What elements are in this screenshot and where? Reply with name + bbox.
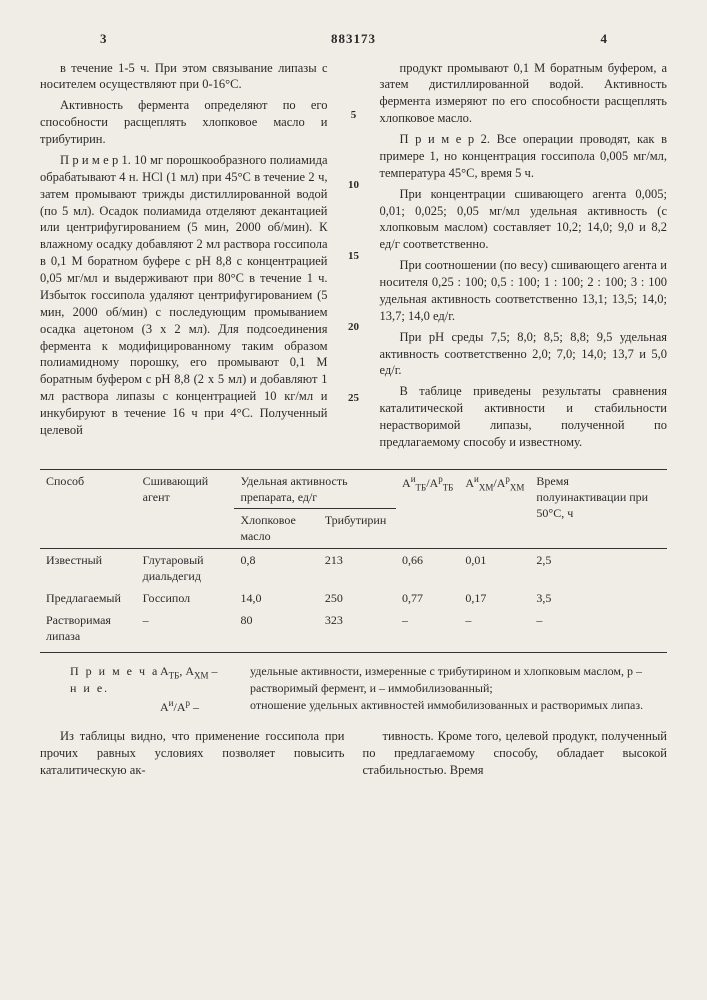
- cell: 80: [234, 609, 318, 653]
- doc-number: 883173: [107, 30, 601, 48]
- foot-left: Из таблицы видно, что применение госсипо…: [40, 728, 345, 779]
- para: При рН среды 7,5; 8,0; 8,5; 8,8; 9,5 уде…: [380, 329, 668, 380]
- th-halflife: Время полуинактивации при 50°С, ч: [530, 469, 667, 548]
- cell: 2,5: [530, 548, 667, 587]
- note-text: удельные активности, измеренные с трибут…: [250, 663, 667, 697]
- note-symbol: AТБ, AХМ –: [160, 663, 250, 697]
- para: в течение 1-5 ч. При этом связывание лип…: [40, 60, 328, 94]
- cell: 0,01: [459, 548, 530, 587]
- th-agent: Сшивающий агент: [137, 469, 235, 548]
- note-symbol: Aи/Aр –: [160, 697, 250, 716]
- note-text: отношение удельных активностей иммобилиз…: [250, 697, 667, 716]
- line-mark: 25: [346, 391, 362, 406]
- para: П р и м е р 1. 10 мг порошкообразного по…: [40, 152, 328, 439]
- cell: Растворимая липаза: [40, 609, 137, 653]
- footer-columns: Из таблицы видно, что применение госсипо…: [40, 728, 667, 779]
- results-table: Способ Сшивающий агент Удельная активнос…: [40, 469, 667, 654]
- th-ratio1: AиТБ/AрТБ: [396, 469, 459, 548]
- table-note: П р и м е ч а н и е. AТБ, AХМ – удельные…: [40, 663, 667, 715]
- th-activity: Удельная активность препарата, ед/г: [234, 469, 396, 508]
- th-ratio2: AиХМ/AрХМ: [459, 469, 530, 548]
- cell: –: [530, 609, 667, 653]
- foot-right: тивность. Кроме того, целевой продукт, п…: [363, 728, 668, 779]
- line-mark: 10: [346, 178, 362, 193]
- cell: 0,17: [459, 587, 530, 609]
- th-sub-oil: Хлопковое масло: [234, 509, 318, 548]
- cell: –: [137, 609, 235, 653]
- cell: 0,77: [396, 587, 459, 609]
- line-mark: 5: [346, 108, 362, 123]
- para: Из таблицы видно, что применение госсипо…: [40, 728, 345, 779]
- cell: 3,5: [530, 587, 667, 609]
- page-right: 4: [601, 30, 608, 48]
- line-number-gutter: 5 10 15 20 25: [346, 60, 362, 455]
- line-mark: 20: [346, 320, 362, 335]
- cell: 250: [319, 587, 396, 609]
- para: При соотношении (по весу) сшивающего аге…: [380, 257, 668, 325]
- para: продукт промывают 0,1 М боратным буфером…: [380, 60, 668, 128]
- cell: 0,8: [234, 548, 318, 587]
- cell: 323: [319, 609, 396, 653]
- left-column: в течение 1-5 ч. При этом связывание лип…: [40, 60, 328, 455]
- th-method: Способ: [40, 469, 137, 548]
- cell: Известный: [40, 548, 137, 587]
- right-column: продукт промывают 0,1 М боратным буфером…: [380, 60, 668, 455]
- cell: Глутаровый диальдегид: [137, 548, 235, 587]
- note-label: П р и м е ч а н и е.: [70, 663, 160, 697]
- cell: Госсипол: [137, 587, 235, 609]
- para: тивность. Кроме того, целевой продукт, п…: [363, 728, 668, 779]
- cell: –: [459, 609, 530, 653]
- page-header: 3 883173 4: [40, 30, 667, 48]
- cell: 213: [319, 548, 396, 587]
- para: В таблице приведены результаты сравнения…: [380, 383, 668, 451]
- cell: Предлагаемый: [40, 587, 137, 609]
- line-mark: 15: [346, 249, 362, 264]
- para: При концентрации сшивающего агента 0,005…: [380, 186, 668, 254]
- cell: –: [396, 609, 459, 653]
- para: Активность фермента определяют по его сп…: [40, 97, 328, 148]
- para: П р и м е р 2. Все операции проводят, ка…: [380, 131, 668, 182]
- cell: 14,0: [234, 587, 318, 609]
- text-columns: в течение 1-5 ч. При этом связывание лип…: [40, 60, 667, 455]
- cell: 0,66: [396, 548, 459, 587]
- th-sub-tri: Трибутирин: [319, 509, 396, 548]
